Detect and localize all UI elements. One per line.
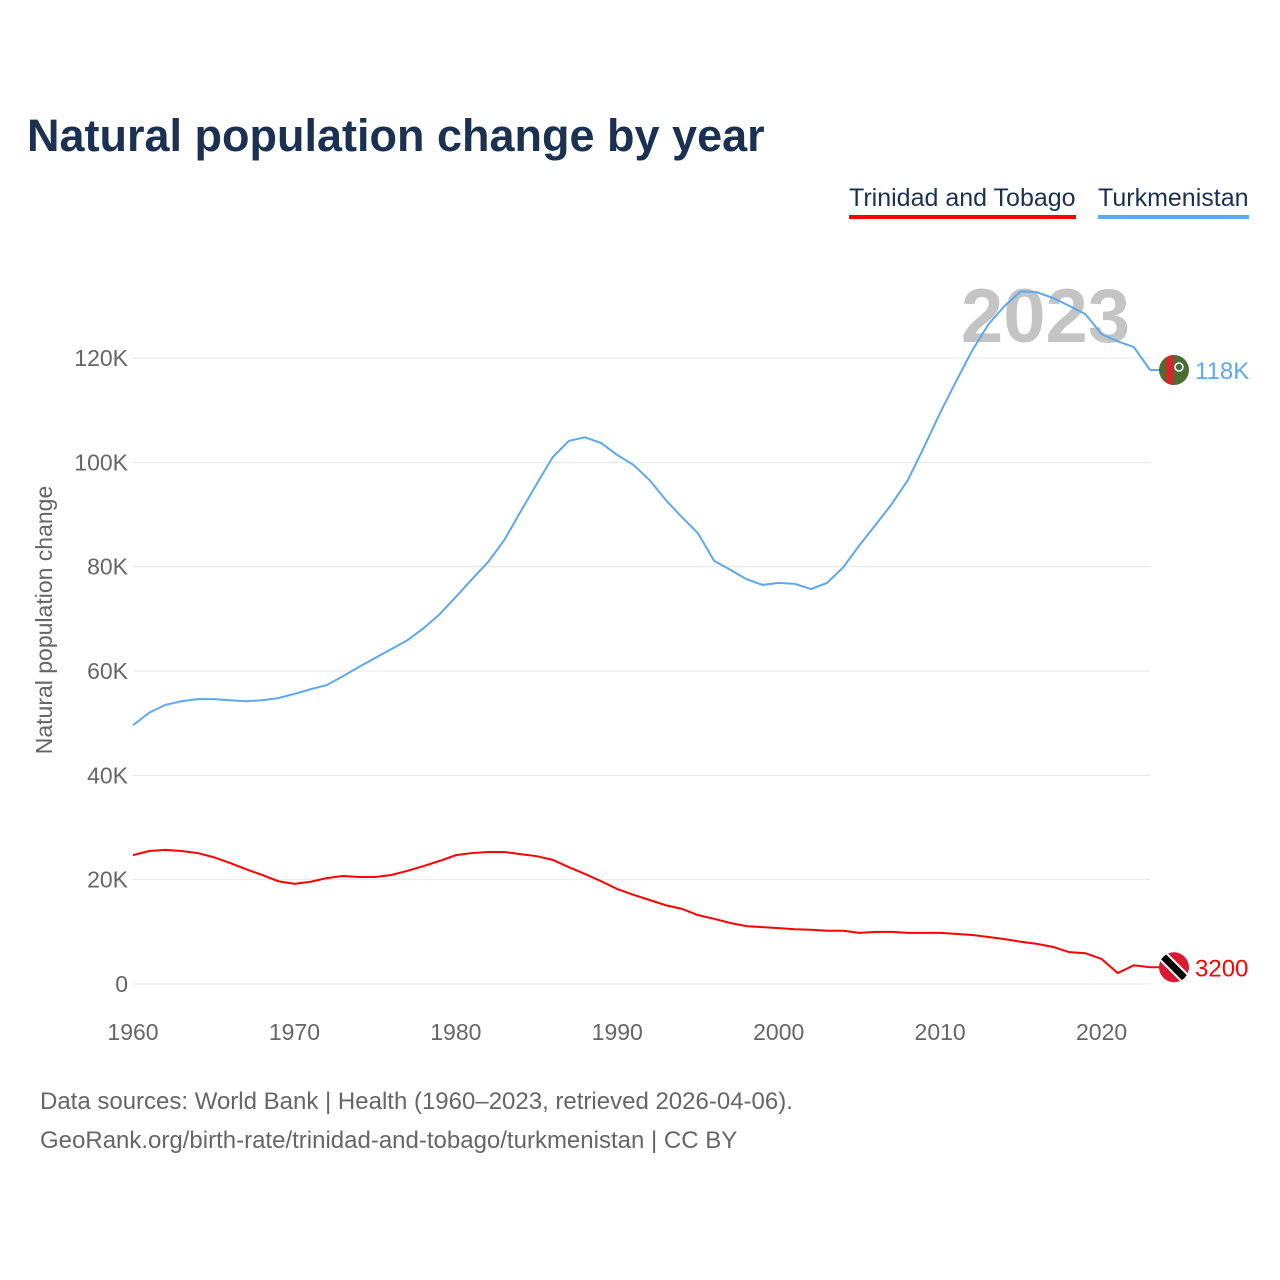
- year-watermark: 2023: [961, 274, 1130, 359]
- y-tick-label: 100K: [74, 449, 128, 475]
- y-axis-label: Natural population change: [31, 486, 57, 755]
- x-tick-label: 1980: [430, 1019, 481, 1045]
- y-tick-label: 40K: [87, 762, 129, 788]
- legend-trinidad-and-tobago[interactable]: Trinidad and Tobago: [849, 184, 1076, 219]
- y-tick-label: 20K: [87, 867, 129, 893]
- series-line-trinidad-and-tobago[interactable]: [132, 848, 1151, 975]
- x-tick-label: 2010: [915, 1019, 966, 1045]
- series-line-turkmenistan[interactable]: [132, 290, 1151, 727]
- y-tick-label: 120K: [74, 345, 128, 371]
- source-note: Data sources: World Bank | Health (1960–…: [40, 1088, 793, 1115]
- x-tick-label: 2020: [1076, 1019, 1127, 1045]
- x-tick-label: 1970: [269, 1019, 320, 1045]
- y-tick-label: 60K: [87, 658, 129, 684]
- x-tick-label: 1960: [107, 1019, 158, 1045]
- source-url[interactable]: GeoRank.org/birth-rate/trinidad-and-toba…: [40, 1127, 738, 1154]
- y-tick-label: 80K: [87, 554, 129, 580]
- chart-title: Natural population change by year: [27, 110, 765, 161]
- y-tick-label: 0: [115, 971, 128, 997]
- x-tick-label: 2000: [753, 1019, 804, 1045]
- end-value-label: 3200: [1195, 955, 1248, 982]
- trinidad-and-tobago-flag-icon: [1159, 952, 1189, 983]
- x-tick-label: 1990: [592, 1019, 643, 1045]
- turkmenistan-flag-icon: [1159, 354, 1189, 385]
- legend-turkmenistan[interactable]: Turkmenistan: [1098, 184, 1249, 219]
- end-value-label: 118K: [1195, 358, 1249, 385]
